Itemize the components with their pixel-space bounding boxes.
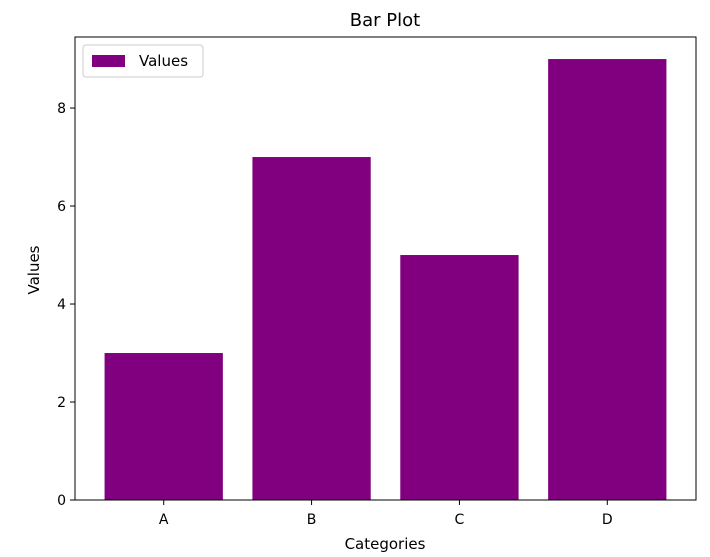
x-tick-label: A xyxy=(159,512,169,528)
chart-title: Bar Plot xyxy=(350,10,420,31)
x-tick-label: C xyxy=(455,512,465,528)
bar-a xyxy=(104,353,223,500)
bar-series xyxy=(104,59,667,501)
y-axis-ticks: 0 2 4 6 8 xyxy=(57,101,75,509)
bar-b xyxy=(252,157,371,500)
x-axis-ticks: A B C D xyxy=(159,500,613,528)
bar-c xyxy=(400,255,519,500)
legend-box xyxy=(82,44,204,78)
legend-swatch xyxy=(92,55,125,67)
x-tick-label: D xyxy=(602,512,613,528)
x-tick-label: B xyxy=(307,512,317,528)
y-tick-label: 8 xyxy=(57,101,66,117)
y-axis-label: Values xyxy=(25,245,43,294)
y-tick-label: 2 xyxy=(57,395,66,411)
y-tick-label: 4 xyxy=(57,297,66,313)
x-axis-label: Categories xyxy=(345,535,426,553)
bar-d xyxy=(548,59,667,501)
y-tick-label: 0 xyxy=(57,493,66,509)
y-tick-label: 6 xyxy=(57,199,66,215)
plot-frame xyxy=(74,36,697,501)
legend: Values xyxy=(82,44,204,78)
legend-entry-values: Values xyxy=(139,52,188,70)
